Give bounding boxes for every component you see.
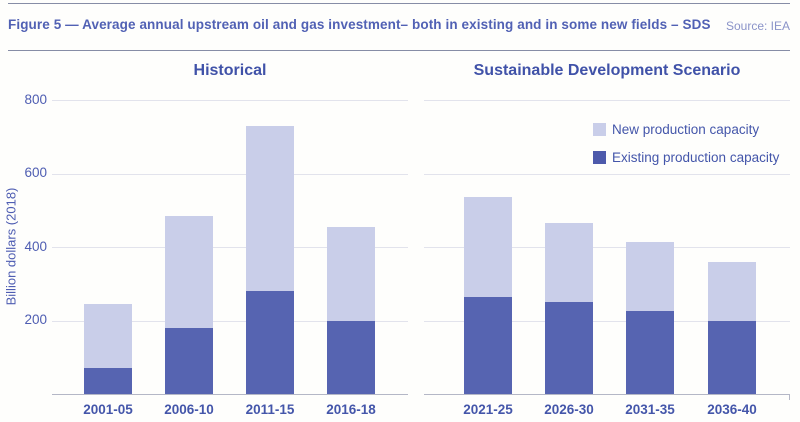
gridline-400 [52,247,408,248]
legend-item-existing: Existing production capacity [593,150,779,165]
bar-segment-new [165,215,213,328]
bar-segment-new [84,303,132,369]
top-divider [8,3,790,4]
legend-label-new: New production capacity [612,122,760,137]
bar-stack-2006-10 [165,215,213,394]
bar-segment-new [246,125,294,292]
x-tick-label: 2016-18 [326,402,376,417]
x-tick-label: 2021-25 [463,402,513,417]
bar-segment-existing [165,327,213,394]
y-tick-400: 400 [24,239,47,254]
legend-swatch-existing-icon [593,151,606,164]
bar-stack-2021-25 [464,197,512,394]
y-tick-800: 800 [24,92,47,107]
bar-segment-new [626,241,674,312]
bar-stack-2031-35 [626,241,674,394]
x-tick-label: 2036-40 [707,402,757,417]
figure-title: Figure 5 — Average annual upstream oil a… [8,17,711,32]
bar-segment-existing [626,311,674,394]
bar-segment-new [708,261,756,321]
bar-segment-new [545,223,593,303]
axis-end-tick [789,394,790,400]
bar-segment-new [327,226,375,321]
gridline-800 [52,100,408,101]
bar-stack-2011-15 [246,125,294,394]
bar-stack-2036-40 [708,261,756,394]
bar-stack-2026-30 [545,223,593,394]
source-label: Source: IEA [725,19,790,33]
x-tick-label: 2031-35 [625,402,675,417]
x-tick-label: 2026-30 [544,402,594,417]
gridline-800 [424,100,790,101]
chart-panel-sds: 2021-25 2026-30 2031-35 2036-40 [424,100,790,417]
bar-segment-existing [464,296,512,394]
bar-segment-existing [246,291,294,394]
x-tick-label: 2011-15 [245,402,295,417]
gridline-200 [424,320,790,322]
gridline-200 [52,320,408,322]
legend-swatch-new-icon [593,123,606,136]
y-tick-600: 600 [24,165,47,180]
bar-segment-existing [545,302,593,394]
gridline-600 [424,173,790,175]
chart-panel-historical: 2001-05 2006-10 2011-15 2016-18 [52,100,408,417]
chart-title-sds: Sustainable Development Scenario [473,62,741,79]
x-tick-label: 2001-05 [83,402,133,417]
title-divider [8,50,790,51]
bar-stack-2001-05 [84,303,132,394]
bar-segment-existing [708,320,756,394]
gridline-600 [52,173,408,175]
legend-label-existing: Existing production capacity [612,150,780,165]
y-tick-200: 200 [24,312,47,327]
bar-segment-existing [327,320,375,394]
bar-stack-2016-18 [327,226,375,394]
legend-item-new: New production capacity [593,122,779,137]
bar-segment-existing [84,368,132,394]
chart-title-historical: Historical [193,62,267,79]
gridline-400 [424,247,790,248]
legend: New production capacity Existing product… [593,122,779,165]
x-tick-label: 2006-10 [164,402,214,417]
bar-segment-new [464,197,512,297]
